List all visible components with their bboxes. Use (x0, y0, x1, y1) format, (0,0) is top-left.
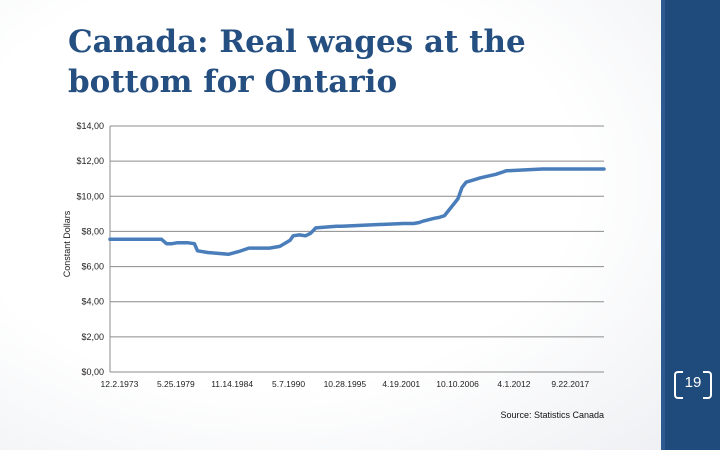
line-chart: $0,00 $2,00 $4,00 $6,00 $8,00 $10,00 $12,00 $14… (62, 121, 606, 420)
x-tick-label: 10.10.2006 (436, 379, 479, 389)
chart-source-note: Source: Statistics Canada (500, 410, 604, 420)
y-tick-label: $10,00 (76, 191, 104, 201)
y-tick-label: $14,00 (76, 121, 104, 131)
x-tick-label: 4.1.2012 (497, 379, 530, 389)
x-tick-label: 12.2.1973 (101, 379, 139, 389)
page-number: 19 (672, 369, 714, 399)
x-tick-label: 9.22.2017 (551, 379, 589, 389)
y-axis-ticks: $0,00 $2,00 $4,00 $6,00 $8,00 $10,00 $12,00 $14… (76, 121, 104, 377)
slide-title: Canada: Real wages at the bottom for Ont… (68, 24, 526, 100)
x-tick-label: 5.25.1979 (157, 379, 195, 389)
series-line-0 (108, 167, 606, 257)
x-tick-label: 10.28.1995 (324, 379, 367, 389)
y-tick-label: $6,00 (81, 262, 104, 272)
y-tick-label: $12,00 (76, 156, 104, 166)
y-tick-label: $0,00 (81, 367, 104, 377)
x-tick-label: 4.19.2001 (382, 379, 420, 389)
x-axis-ticks: 12.2.1973 5.25.1979 11.14.1984 5.7.1990 10.2… (101, 379, 590, 389)
y-tick-label: $4,00 (81, 297, 104, 307)
page-bracket-left (674, 371, 683, 399)
chart-series-group (108, 167, 606, 257)
page-number-label: 19 (684, 374, 702, 391)
y-tick-label: $8,00 (81, 226, 104, 236)
slide-band-edge (661, 0, 665, 450)
x-tick-label: 11.14.1984 (211, 379, 253, 389)
y-tick-label: $2,00 (81, 332, 104, 342)
page-bracket-right (703, 371, 712, 399)
x-tick-label: 5.7.1990 (272, 379, 305, 389)
y-axis-label: Constant Dollars (62, 210, 72, 277)
chart-gridlines (109, 125, 604, 373)
